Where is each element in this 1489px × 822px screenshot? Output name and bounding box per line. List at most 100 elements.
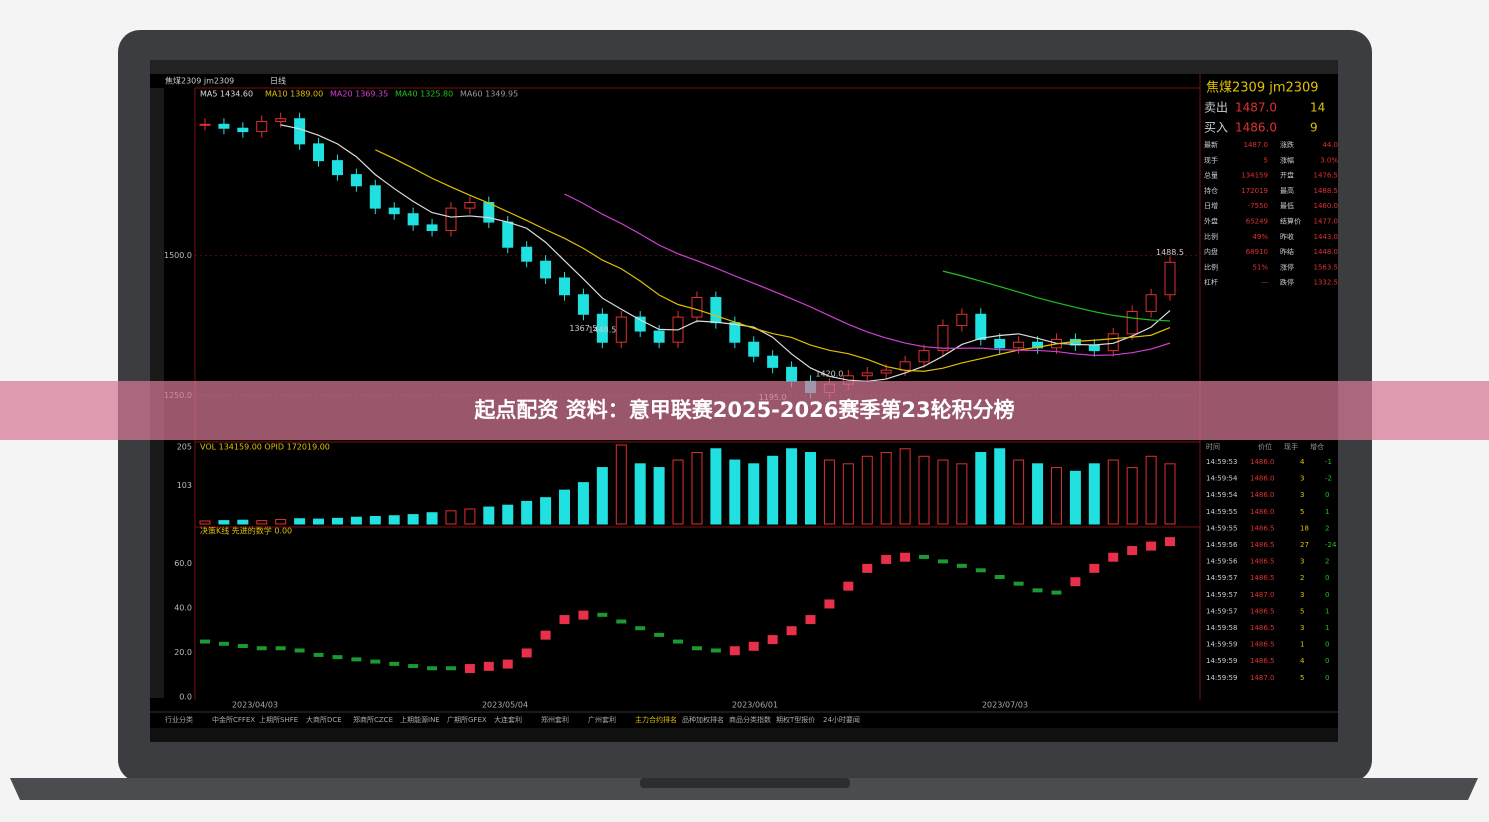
trade-cell: 0 bbox=[1325, 591, 1329, 599]
tab[interactable]: 广期所GFEX bbox=[447, 715, 487, 724]
volume-bar bbox=[218, 520, 230, 525]
quote-cell: 68910 bbox=[1246, 248, 1268, 256]
indicator-mark bbox=[786, 626, 797, 636]
quote-cell: 44.0 bbox=[1322, 141, 1338, 149]
volume-bar bbox=[975, 452, 987, 525]
ma-legend: MA5 1434.60 bbox=[200, 90, 253, 99]
candle bbox=[899, 361, 911, 371]
candle bbox=[937, 324, 949, 352]
quote-cell: 65249 bbox=[1246, 218, 1268, 226]
indicator-mark bbox=[370, 659, 381, 664]
quote-cell: 持仓 bbox=[1204, 186, 1218, 195]
candle bbox=[975, 313, 987, 340]
ma-legend: MA10 1389.00 bbox=[265, 90, 323, 99]
volume-bar bbox=[634, 463, 646, 525]
volume-bar bbox=[407, 514, 419, 525]
candle bbox=[1145, 294, 1157, 312]
quote-cell: 1460.0 bbox=[1314, 202, 1339, 210]
indicator-mark bbox=[729, 646, 740, 656]
indicator-mark bbox=[805, 615, 816, 625]
volume-bar bbox=[483, 506, 495, 525]
candle bbox=[748, 341, 760, 357]
trades-header: 现手 bbox=[1284, 442, 1298, 451]
candle bbox=[483, 202, 495, 223]
tab[interactable]: 郑州套利 bbox=[541, 715, 569, 724]
tab[interactable]: 行业分类 bbox=[165, 715, 193, 724]
candle bbox=[407, 213, 419, 226]
trade-cell: 0 bbox=[1325, 574, 1329, 582]
tab[interactable]: 上期所SHFE bbox=[259, 715, 298, 724]
trade-cell: -24 bbox=[1325, 541, 1337, 549]
quote-cell: 最高 bbox=[1280, 186, 1294, 195]
quote-ask: 14 bbox=[1310, 101, 1325, 115]
trade-cell: 14:59:59 bbox=[1206, 657, 1237, 665]
quote-cell: -7550 bbox=[1248, 202, 1268, 210]
quote-cell: 日增 bbox=[1204, 201, 1218, 210]
quote-cell: 外盘 bbox=[1204, 217, 1218, 226]
trade-cell: 5 bbox=[1300, 674, 1304, 682]
candle bbox=[1088, 344, 1100, 352]
instrument: 焦煤2309 jm2309 bbox=[165, 76, 234, 86]
trade-cell: 14:59:55 bbox=[1206, 508, 1237, 516]
candle bbox=[1164, 261, 1176, 296]
indicator-mark bbox=[521, 648, 532, 658]
quote-bid: 9 bbox=[1310, 121, 1318, 135]
price-annotation: 1488.5 bbox=[1156, 248, 1184, 257]
candle bbox=[350, 174, 362, 187]
volume-bar bbox=[445, 510, 457, 525]
volume-bar bbox=[786, 448, 798, 525]
quote-cell: 1477.0 bbox=[1314, 218, 1339, 226]
indicator-mark bbox=[1146, 541, 1157, 551]
volume-bar bbox=[691, 452, 703, 525]
candle bbox=[786, 366, 798, 382]
candle bbox=[521, 246, 533, 262]
tab[interactable]: 大商所DCE bbox=[306, 715, 342, 724]
tab[interactable]: 上期能源INE bbox=[400, 715, 440, 724]
period: 日线 bbox=[270, 76, 286, 86]
tab[interactable]: 大连套利 bbox=[494, 715, 522, 724]
quote-title: 焦煤2309 jm2309 bbox=[1206, 81, 1319, 96]
quote-ask: 1487.0 bbox=[1235, 101, 1277, 115]
moving-average bbox=[564, 193, 1171, 356]
volume-bar bbox=[842, 463, 854, 525]
volume-bar bbox=[1107, 459, 1119, 525]
tab[interactable]: 商品分类指数 bbox=[729, 715, 771, 724]
x-tick-label: 2023/07/03 bbox=[982, 701, 1028, 710]
candle bbox=[294, 118, 306, 145]
tab[interactable]: 郑商所CZCE bbox=[353, 715, 393, 724]
volume-bar bbox=[1145, 455, 1157, 525]
quote-cell: 比例 bbox=[1204, 262, 1218, 271]
quote-cell: 1563.5 bbox=[1314, 263, 1339, 271]
trade-cell: 2 bbox=[1325, 558, 1329, 566]
quote-cell: 跌停 bbox=[1280, 278, 1294, 287]
trade-cell: 3 bbox=[1300, 491, 1304, 499]
tab[interactable]: 中金所CFFEX bbox=[212, 715, 255, 724]
candle bbox=[502, 221, 514, 248]
moving-average bbox=[375, 149, 1171, 372]
tab[interactable]: 主力合约排名 bbox=[635, 715, 677, 724]
indicator-mark bbox=[843, 581, 854, 591]
quote-cell: 最低 bbox=[1280, 201, 1294, 210]
tab[interactable]: 品种加权排名 bbox=[682, 715, 724, 724]
trade-cell: 3 bbox=[1300, 624, 1304, 632]
indicator-mark bbox=[1089, 563, 1100, 573]
tab[interactable]: 期权T型报价 bbox=[776, 715, 815, 724]
y-tick-label: 205 bbox=[177, 442, 192, 451]
indicator-mark bbox=[275, 646, 286, 651]
volume-bar bbox=[331, 517, 343, 525]
banner: 起点配资 资料：意甲联赛2025-2026赛季第23轮积分榜 bbox=[0, 381, 1489, 440]
tab[interactable]: 24小时要闻 bbox=[823, 715, 860, 724]
indicator-mark bbox=[937, 559, 948, 564]
indicator-mark bbox=[919, 554, 930, 559]
volume-bar bbox=[1069, 470, 1081, 525]
candle bbox=[1126, 310, 1138, 335]
y-tick-label: 60.0 bbox=[174, 559, 192, 568]
quote-cell: 杠杆 bbox=[1204, 278, 1218, 287]
indicator-mark bbox=[1032, 588, 1043, 593]
tab[interactable]: 广州套利 bbox=[588, 715, 616, 724]
volume-bar bbox=[1088, 463, 1100, 525]
volume-bar bbox=[369, 515, 381, 525]
volume-bar bbox=[294, 518, 306, 525]
indicator-mark bbox=[862, 563, 873, 573]
quote-cell: 涨幅 bbox=[1280, 155, 1294, 164]
